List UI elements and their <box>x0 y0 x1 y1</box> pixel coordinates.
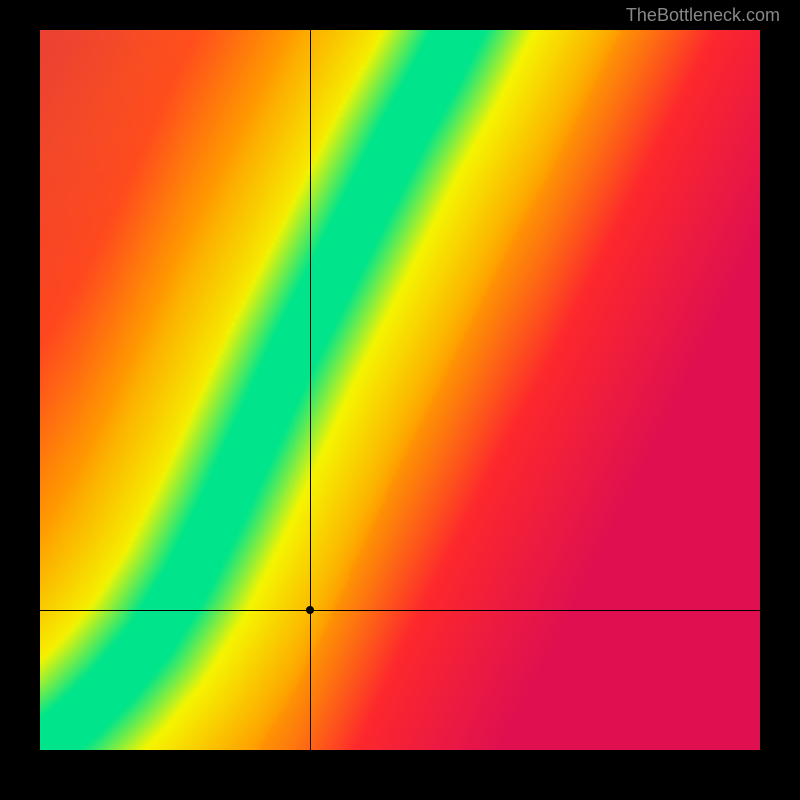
crosshair-horizontal <box>40 610 760 611</box>
plot-area <box>40 30 760 750</box>
watermark-text: TheBottleneck.com <box>626 5 780 26</box>
selection-marker <box>306 606 314 614</box>
crosshair-vertical <box>310 30 311 750</box>
heatmap-canvas <box>40 30 760 750</box>
